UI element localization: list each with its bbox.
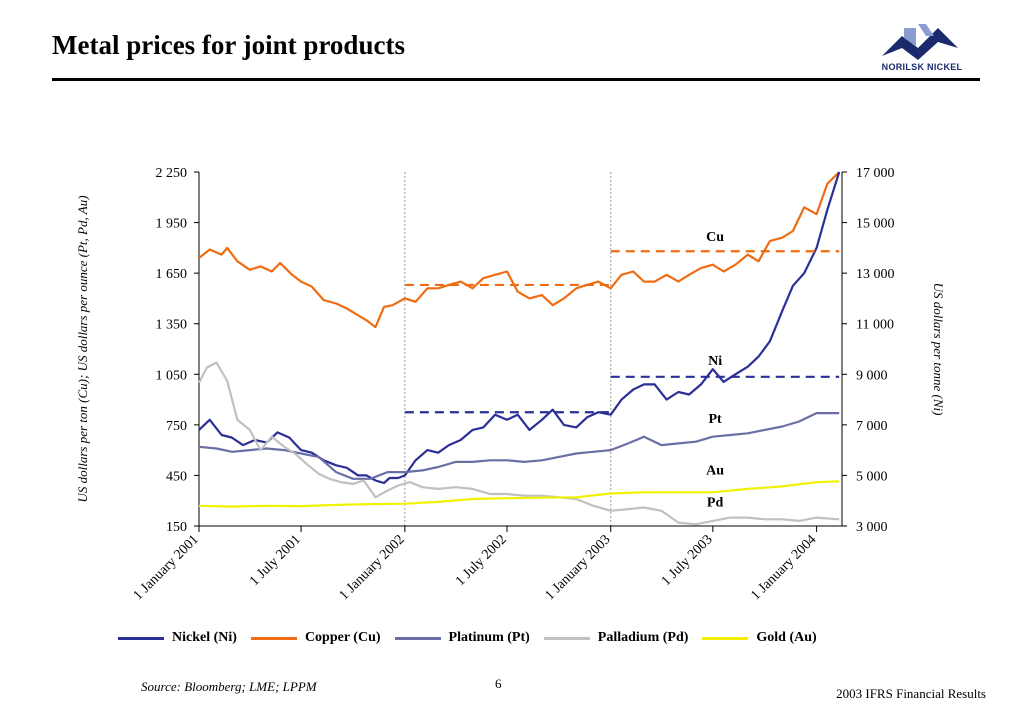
legend-item-copper: Copper (Cu) — [250, 630, 381, 646]
annotation-label: Pd — [707, 496, 724, 511]
footer-text: 2003 IFRS Financial Results — [836, 686, 986, 701]
series-line-gold-au — [198, 480, 840, 508]
series-line-copper-cu — [198, 171, 840, 329]
y-tick-label-right: 7 000 — [856, 419, 888, 434]
y-tick-label-left: 750 — [166, 419, 187, 434]
y-tick-label-left: 150 — [166, 520, 187, 535]
y-tick-label-right: 3 000 — [856, 520, 888, 535]
logo-text: NORILSK NICKEL — [881, 62, 963, 72]
x-tick-label: 1 January 2004 — [748, 532, 819, 603]
source-note: Source: Bloomberg; LME; LPPM — [141, 679, 317, 694]
series-line-platinum-pt — [198, 412, 840, 480]
legend-swatch-palladium — [543, 636, 590, 640]
legend-swatch-gold — [702, 636, 749, 640]
legend-swatch-platinum — [394, 636, 441, 640]
annotation-label: Ni — [708, 354, 722, 369]
legend-swatch-nickel — [118, 636, 164, 640]
legend-label-palladium: Palladium (Pd) — [597, 630, 689, 645]
page-title: Metal prices for joint products — [52, 30, 405, 60]
legend-label-copper: Copper (Cu) — [304, 630, 381, 645]
title-divider — [52, 78, 980, 81]
y-tick-label-right: 5 000 — [856, 469, 888, 484]
annotation-label: Pt — [708, 412, 722, 427]
legend-item-gold: Gold (Au) — [702, 630, 817, 646]
legend-item-nickel: Nickel (Ni) — [118, 630, 237, 646]
x-tick-label: 1 January 2001 — [131, 532, 202, 603]
y-tick-label-left: 2 250 — [156, 166, 188, 181]
x-tick-label: 1 January 2002 — [337, 532, 408, 603]
y-tick-label-right: 15 000 — [856, 217, 895, 232]
legend-swatch-copper — [250, 636, 297, 640]
y-tick-label-left: 1 950 — [156, 217, 188, 232]
x-tick-label: 1 January 2003 — [542, 532, 613, 603]
x-tick-label: 1 July 2002 — [453, 532, 510, 589]
page-number: 6 — [495, 676, 502, 691]
legend-item-platinum: Platinum (Pt) — [394, 630, 530, 646]
y-tick-label-left: 1 650 — [156, 267, 188, 282]
y-axis-title-left: US dollars per ton (Cu); US dollars per … — [75, 195, 90, 502]
y-axis-title-right: US dollars per tonne (Ni) — [931, 283, 946, 416]
x-tick-label: 1 July 2003 — [659, 532, 716, 589]
y-tick-label-left: 1 050 — [156, 368, 188, 383]
y-tick-label-left: 450 — [166, 469, 187, 484]
legend-label-gold: Gold (Au) — [756, 630, 817, 645]
y-tick-label-right: 11 000 — [856, 318, 894, 333]
y-tick-label-right: 17 000 — [856, 166, 895, 181]
norilsk-logo-icon — [882, 24, 958, 60]
y-tick-label-left: 1 350 — [156, 318, 188, 333]
legend-label-platinum: Platinum (Pt) — [448, 630, 530, 645]
series-line-palladium-pd — [198, 361, 840, 526]
chart-legend: Nickel (Ni) Copper (Cu) Platinum (Pt) Pa… — [118, 630, 831, 646]
annotation-label: Au — [706, 464, 724, 479]
legend-item-palladium: Palladium (Pd) — [543, 630, 689, 646]
y-tick-label-right: 9 000 — [856, 368, 888, 383]
series-line-nickel-ni — [198, 171, 841, 485]
annotation-label: Cu — [706, 230, 724, 245]
legend-label-nickel: Nickel (Ni) — [172, 630, 237, 645]
y-tick-label-right: 13 000 — [856, 267, 895, 282]
x-tick-label: 1 July 2001 — [247, 532, 304, 589]
